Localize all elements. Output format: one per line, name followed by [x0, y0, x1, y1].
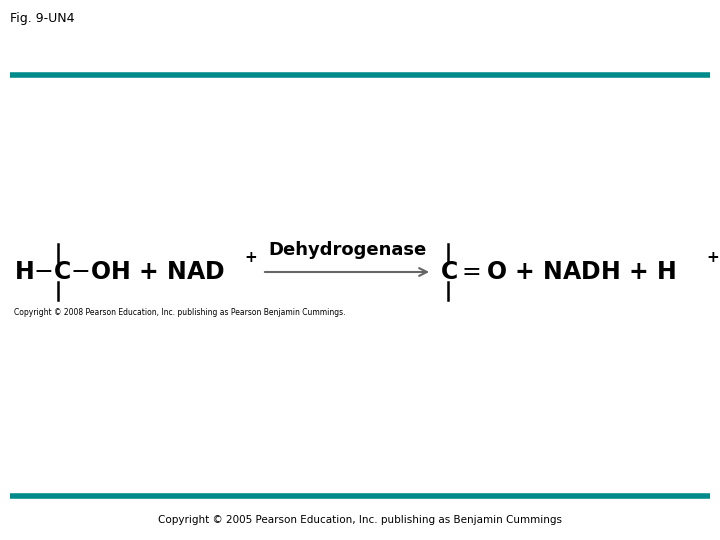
Text: +: + — [706, 251, 719, 266]
Text: C$=$O + NADH + H: C$=$O + NADH + H — [440, 260, 676, 284]
Text: Copyright © 2005 Pearson Education, Inc. publishing as Benjamin Cummings: Copyright © 2005 Pearson Education, Inc.… — [158, 515, 562, 525]
Text: +: + — [244, 251, 257, 266]
Text: Dehydrogenase: Dehydrogenase — [268, 241, 426, 259]
Text: Copyright © 2008 Pearson Education, Inc. publishing as Pearson Benjamin Cummings: Copyright © 2008 Pearson Education, Inc.… — [14, 308, 346, 317]
Text: H$-$C$-$OH + NAD: H$-$C$-$OH + NAD — [14, 260, 225, 284]
Text: Fig. 9-UN4: Fig. 9-UN4 — [10, 12, 74, 25]
